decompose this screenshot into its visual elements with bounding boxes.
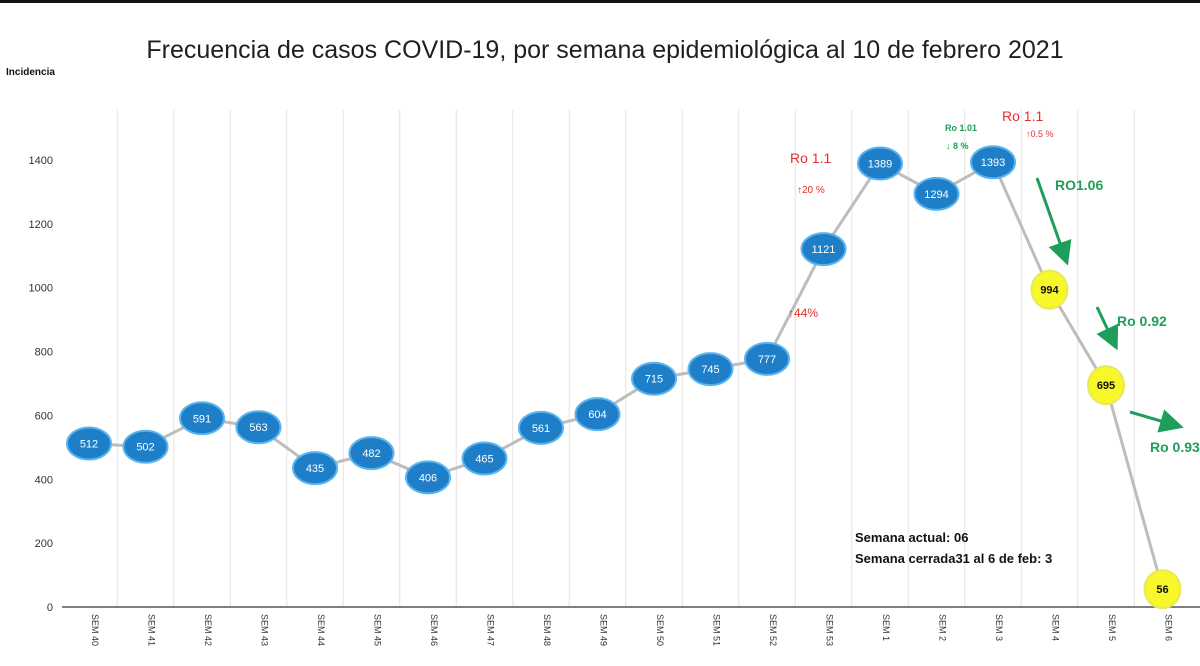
y-tick-label: 200 [35,538,53,550]
data-label: 56 [1156,584,1168,596]
x-tick-label: SEM 49 [599,614,609,646]
x-tick-label: SEM 41 [147,614,157,646]
annotation: Ro 1.1 [790,150,831,166]
data-point [574,397,621,432]
x-tick-label: SEM 5 [1107,614,1117,641]
data-label: 561 [532,423,550,435]
x-tick-label: SEM 2 [938,614,948,641]
data-point [1143,569,1182,610]
data-label: 1294 [924,189,948,201]
x-tick-label: SEM 43 [260,614,270,646]
data-point [631,361,677,396]
annotation: ↑0.5 % [1026,129,1054,139]
data-label: 435 [306,463,324,475]
y-tick-label: 1000 [29,283,53,295]
data-label: 512 [80,439,98,451]
data-label: 1393 [981,157,1005,169]
x-tick-label: SEM 1 [881,614,891,641]
data-label: 591 [193,413,211,425]
y-tick-label: 0 [47,602,53,614]
data-point [1030,269,1069,310]
data-label: 482 [362,448,380,460]
y-tick-label: 600 [35,410,53,422]
closed-week-text: Semana cerrada31 al 6 de feb: 3 [855,551,1053,566]
data-label: 465 [475,454,493,466]
data-label: 1389 [868,159,892,171]
y-tick-label: 1400 [29,155,53,167]
x-tick-label: SEM 47 [486,614,496,646]
x-tick-label: SEM 46 [429,614,439,646]
data-point [800,232,847,267]
data-point [744,341,790,376]
annotation: Ro 0.93 [1150,439,1200,455]
annotation: ↑20 % [797,185,825,196]
data-point [405,460,451,495]
data-label: 1121 [812,244,836,256]
data-point [179,401,225,436]
x-tick-label: SEM 51 [712,614,722,646]
annotation: ↑44% [788,306,818,320]
data-label: 994 [1040,285,1059,297]
info-box: Semana actual: 06 Semana cerrada31 al 6 … [855,527,1052,569]
x-tick-label: SEM 45 [373,614,383,646]
x-tick-label: SEM 52 [768,614,778,646]
data-point [913,176,960,211]
trend-arrow [1129,409,1184,433]
trend-arrow [1095,306,1119,351]
trend-arrow [1035,177,1072,266]
data-label: 502 [136,442,154,454]
x-tick-label: SEM 40 [90,614,100,646]
data-point [235,410,282,445]
x-tick-label: SEM 6 [1164,614,1174,641]
data-point [461,441,508,476]
data-point [66,426,112,461]
data-point [687,352,734,387]
y-tick-label: 1200 [29,219,53,231]
current-week-text: Semana actual: 06 [855,530,969,545]
data-point [292,451,338,486]
data-point [1087,365,1125,406]
top-border [0,0,1200,3]
chart-title: Frecuencia de casos COVID-19, por semana… [146,36,1064,64]
annotation: ↓ 8 % [946,141,969,151]
annotation: RO1.06 [1055,177,1103,193]
x-tick-label: SEM 44 [316,614,326,646]
data-point [122,429,169,464]
x-tick-label: SEM 3 [994,614,1004,641]
annotation: Ro 1.01 [945,123,977,133]
data-point [348,436,395,471]
data-label: 715 [645,374,663,386]
y-tick-label: 800 [35,347,53,359]
data-label: 695 [1097,380,1115,392]
y-tick-label: 400 [35,474,53,486]
x-tick-label: SEM 50 [655,614,665,646]
annotation: Ro 1.1 [1002,108,1043,124]
data-label: 406 [419,472,437,484]
annotation: Ro 0.92 [1117,313,1167,329]
data-label: 604 [588,409,606,421]
data-point [857,146,903,181]
data-label: 745 [701,364,719,376]
x-tick-label: SEM 4 [1051,614,1061,641]
data-label: 777 [758,354,776,366]
data-point [970,145,1016,180]
x-tick-label: SEM 53 [825,614,835,646]
x-tick-label: SEM 42 [203,614,213,646]
data-point [518,410,564,445]
y-axis-label: Incidencia [6,67,55,78]
x-tick-label: SEM 48 [542,614,552,646]
data-label: 563 [249,422,267,434]
